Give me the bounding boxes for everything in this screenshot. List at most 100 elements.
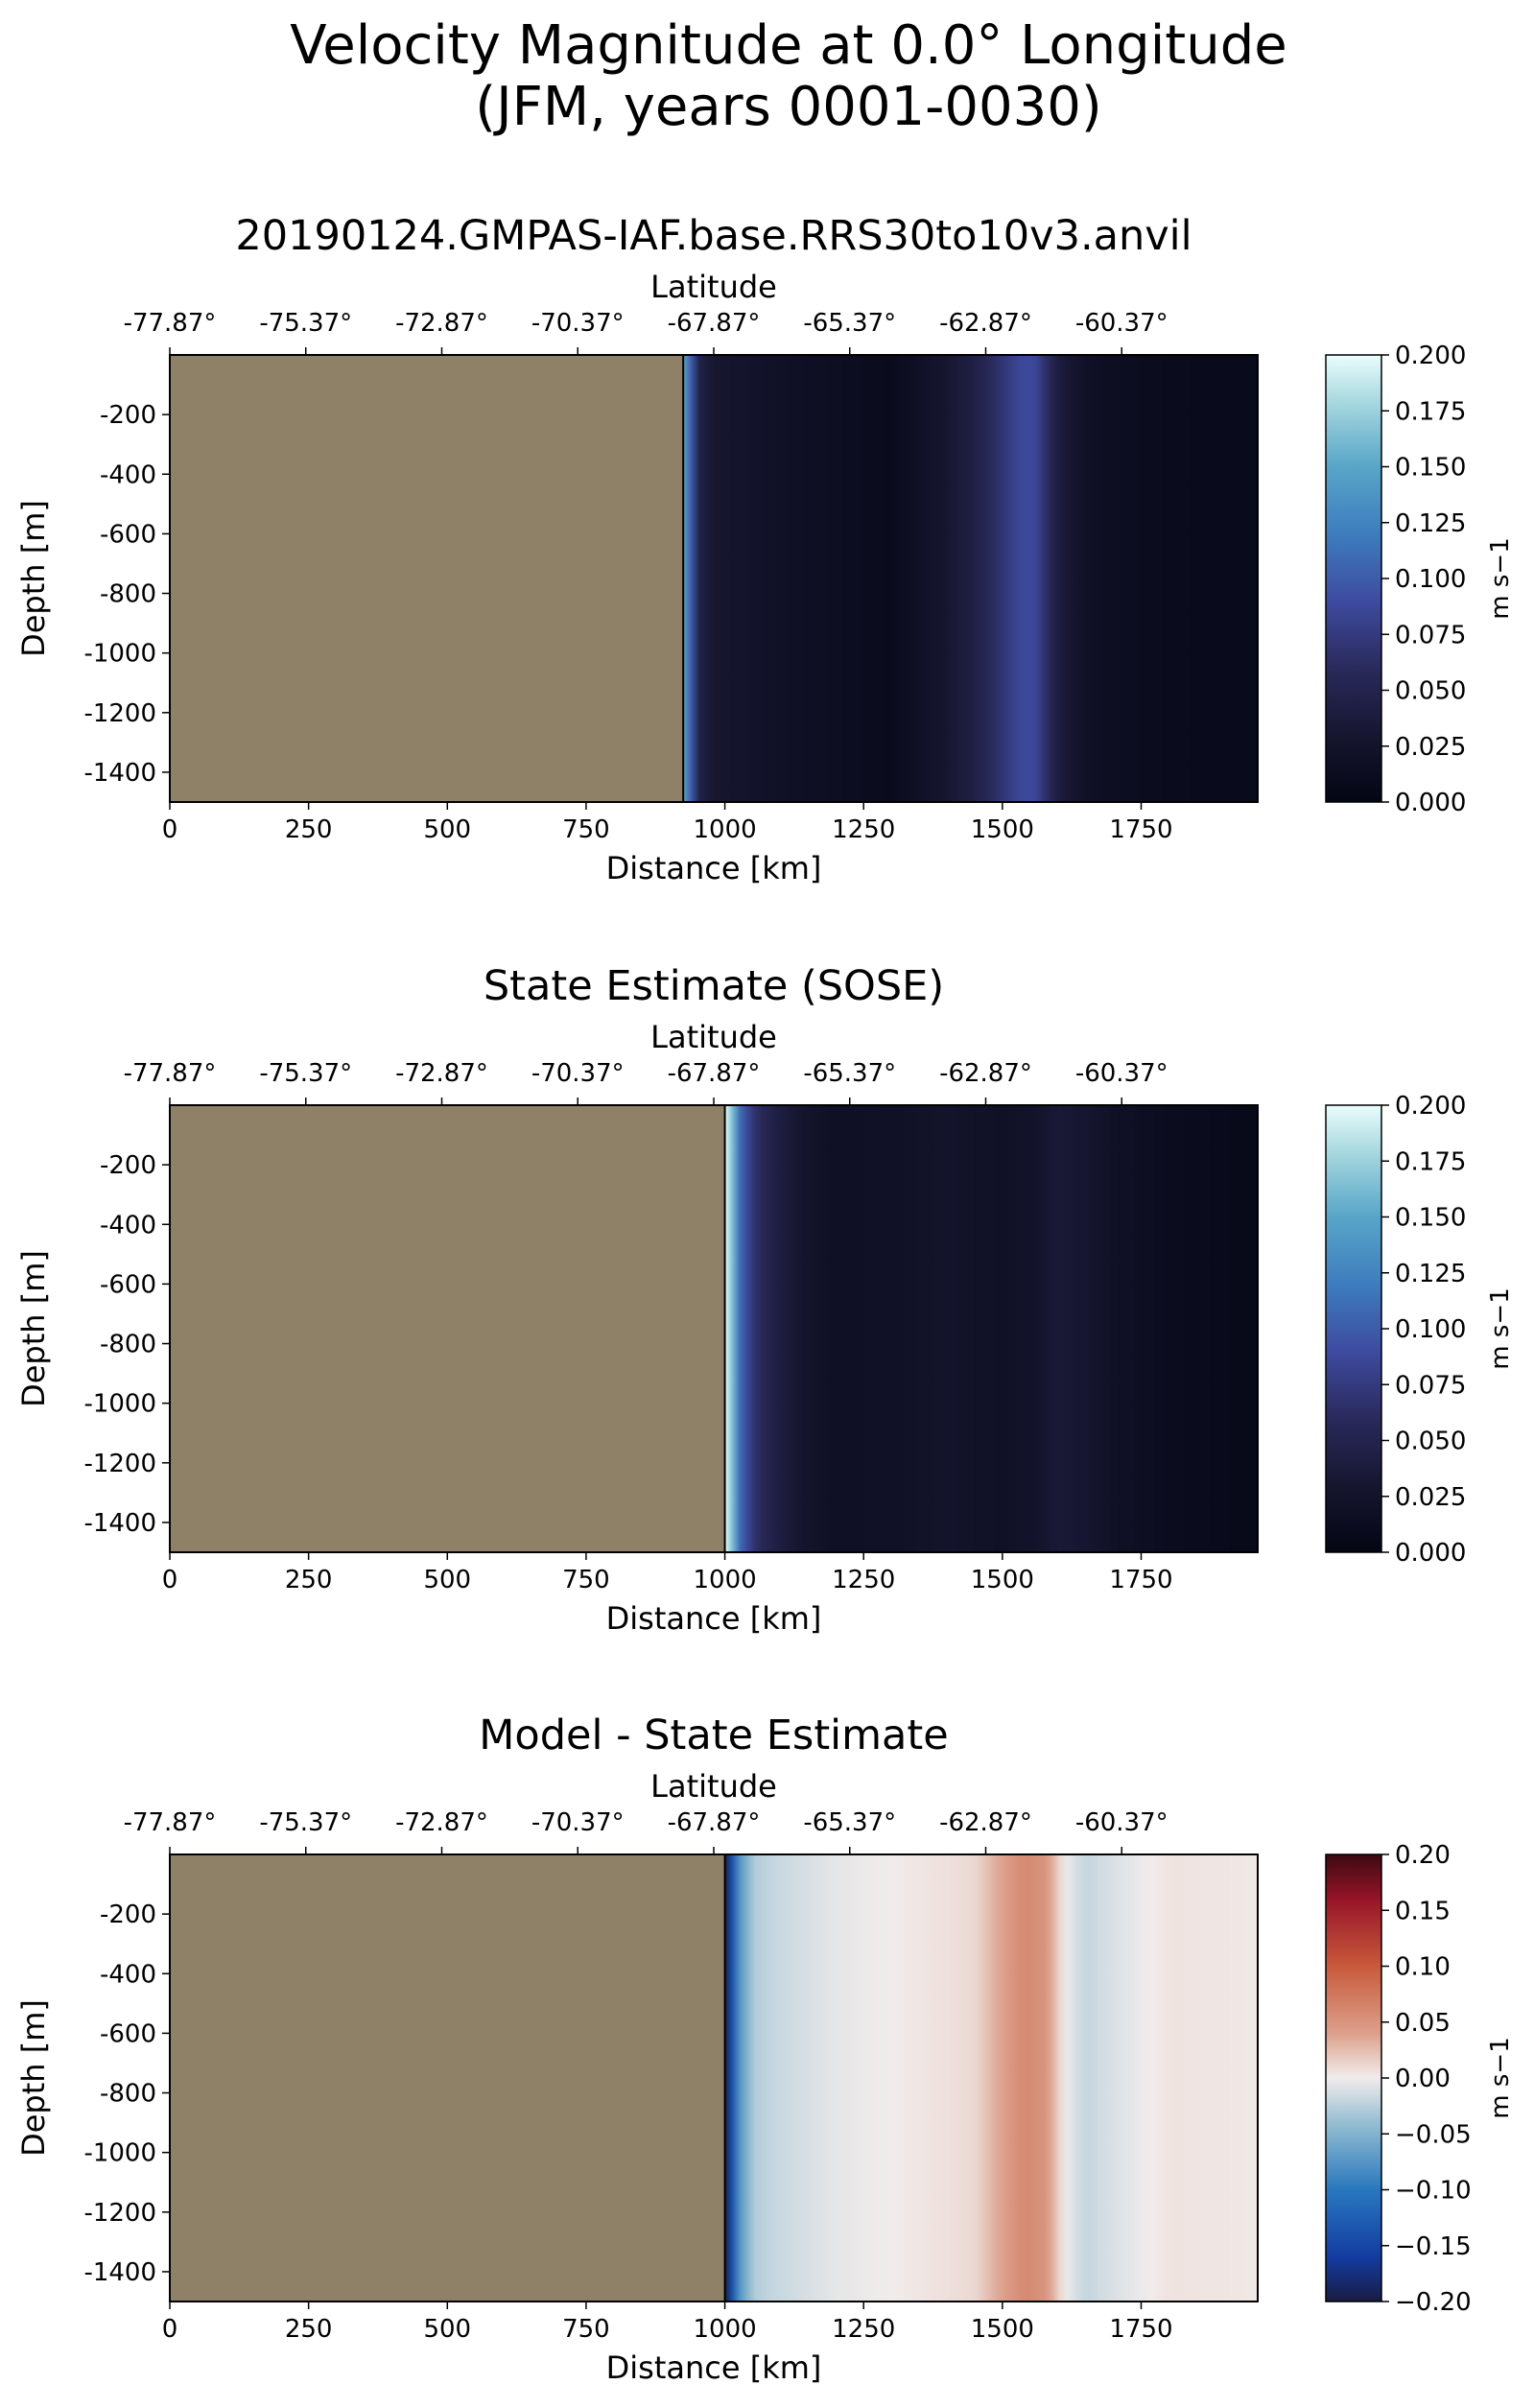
colorbar bbox=[1325, 1104, 1382, 1553]
colorbar-tick-label: 0.150 bbox=[1395, 1204, 1466, 1233]
colorbar-tick-label: −0.05 bbox=[1395, 2120, 1472, 2149]
x-tick-label: 250 bbox=[285, 815, 333, 844]
y-tick-label: -800 bbox=[100, 2080, 156, 2109]
colorbar-tick-label: 0.025 bbox=[1395, 1483, 1466, 1512]
x-tick-label: 0 bbox=[162, 1566, 178, 1594]
y-tick-label: -800 bbox=[100, 580, 156, 609]
colorbar-tick-label: 0.200 bbox=[1395, 1092, 1466, 1121]
y-tick-label: -1200 bbox=[83, 2199, 156, 2228]
colorbar-tick-label: 0.175 bbox=[1395, 1147, 1466, 1176]
latitude-tick-label: -67.87° bbox=[668, 1059, 761, 1088]
latitude-tick-label: -62.87° bbox=[939, 1808, 1032, 1837]
latitude-tick-label: -72.87° bbox=[395, 309, 488, 338]
latitude-tick-label: -77.87° bbox=[124, 309, 217, 338]
x-tick-label: 0 bbox=[162, 815, 178, 844]
latitude-tick-label: -75.37° bbox=[259, 1059, 352, 1088]
y-axis-label: Depth [m] bbox=[15, 500, 52, 657]
panel-title: 20190124.GMPAS-IAF.base.RRS30to10v3.anvi… bbox=[235, 212, 1192, 260]
colorbar-unit-label: m s−1 bbox=[1486, 1287, 1515, 1369]
latitude-tick-label: -70.37° bbox=[531, 1808, 625, 1837]
x-tick-label: 1000 bbox=[693, 2315, 756, 2344]
colorbar-tick-label: 0.125 bbox=[1395, 1260, 1466, 1288]
latitude-tick-label: -75.37° bbox=[259, 309, 352, 338]
x-tick-label: 500 bbox=[423, 815, 471, 844]
colorbar-tick-label: 0.05 bbox=[1395, 2009, 1451, 2038]
colorbar-tick-label: 0.125 bbox=[1395, 509, 1466, 538]
y-tick-label: -1000 bbox=[83, 2139, 156, 2168]
colorbar-tick-label: 0.075 bbox=[1395, 1371, 1466, 1400]
latitude-tick-label: -75.37° bbox=[259, 1808, 352, 1837]
x-tick-label: 750 bbox=[562, 1566, 610, 1594]
x-tick-label: 500 bbox=[423, 1566, 471, 1594]
latitude-tick-label: -72.87° bbox=[395, 1059, 488, 1088]
colorbar-unit-label: m s−1 bbox=[1486, 2037, 1515, 2118]
colorbar-tick-label: −0.10 bbox=[1395, 2177, 1472, 2206]
colorbar-tick-label: 0.075 bbox=[1395, 621, 1466, 649]
colorbar-unit-label: m s−1 bbox=[1486, 537, 1515, 619]
y-tick-label: -600 bbox=[100, 520, 156, 549]
x-tick-label: 750 bbox=[562, 815, 610, 844]
x-tick-label: 1000 bbox=[693, 815, 756, 844]
y-tick-label: -800 bbox=[100, 1331, 156, 1359]
x-tick-label: 250 bbox=[285, 2315, 333, 2344]
colorbar-tick-label: 0.100 bbox=[1395, 1315, 1466, 1344]
colorbar-tick-label: 0.150 bbox=[1395, 454, 1466, 483]
y-tick-label: -1400 bbox=[83, 2258, 156, 2287]
x-tick-label: 1750 bbox=[1109, 1566, 1172, 1594]
panel-model: 20190124.GMPAS-IAF.base.RRS30to10v3.anvi… bbox=[15, 212, 1515, 886]
y-tick-label: -200 bbox=[100, 401, 156, 430]
y-tick-label: -600 bbox=[100, 2019, 156, 2048]
land-mask bbox=[170, 1854, 725, 2302]
latitude-tick-label: -70.37° bbox=[531, 309, 625, 338]
colorbar-tick-label: 0.050 bbox=[1395, 677, 1466, 706]
panel-title: Model - State Estimate bbox=[479, 1712, 948, 1759]
land-mask bbox=[170, 1105, 725, 1552]
latitude-tick-label: -60.37° bbox=[1075, 309, 1168, 338]
latitude-tick-label: -67.87° bbox=[668, 1808, 761, 1837]
x-tick-label: 1250 bbox=[832, 815, 895, 844]
top-axis-label: Latitude bbox=[650, 269, 777, 305]
latitude-tick-label: -70.37° bbox=[531, 1059, 625, 1088]
colorbar-tick-label: 0.15 bbox=[1395, 1897, 1451, 1925]
colorbar-tick-label: 0.025 bbox=[1395, 733, 1466, 762]
y-tick-label: -1400 bbox=[83, 759, 156, 788]
x-axis-label: Distance [km] bbox=[606, 2349, 822, 2386]
x-tick-label: 1500 bbox=[971, 815, 1034, 844]
colorbar-tick-label: 0.100 bbox=[1395, 565, 1466, 594]
x-tick-label: 1000 bbox=[693, 1566, 756, 1594]
x-tick-label: 1750 bbox=[1109, 815, 1172, 844]
x-tick-label: 0 bbox=[162, 2315, 178, 2344]
latitude-tick-label: -65.37° bbox=[803, 1808, 896, 1837]
colorbar-tick-label: 0.050 bbox=[1395, 1428, 1466, 1456]
y-tick-label: -1200 bbox=[83, 1450, 156, 1478]
colorbar bbox=[1325, 354, 1382, 803]
colorbar-tick-label: 0.000 bbox=[1395, 789, 1466, 817]
colorbar-tick-label: −0.15 bbox=[1395, 2232, 1472, 2261]
colorbar-tick-label: 0.175 bbox=[1395, 397, 1466, 426]
y-tick-label: -1200 bbox=[83, 699, 156, 728]
latitude-tick-label: -65.37° bbox=[803, 1059, 896, 1088]
colorbar-tick-label: 0.10 bbox=[1395, 1953, 1451, 1982]
latitude-tick-label: -67.87° bbox=[668, 309, 761, 338]
x-tick-label: 1500 bbox=[971, 2315, 1034, 2344]
latitude-tick-label: -65.37° bbox=[803, 309, 896, 338]
y-tick-label: -1000 bbox=[83, 1390, 156, 1419]
x-axis-label: Distance [km] bbox=[606, 850, 822, 886]
velocity-field bbox=[724, 1105, 1258, 1552]
velocity-field bbox=[683, 355, 1258, 802]
figure-title-line2: (JFM, years 0001-0030) bbox=[475, 76, 1102, 138]
panel-state-estimate: State Estimate (SOSE) 0 250 500 750 1000 1250 1… bbox=[15, 962, 1515, 1637]
y-axis-label: Depth [m] bbox=[15, 1250, 52, 1407]
x-tick-label: 1250 bbox=[832, 2315, 895, 2344]
x-tick-label: 1250 bbox=[832, 1566, 895, 1594]
y-axis-label: Depth [m] bbox=[15, 1999, 52, 2157]
figure-title-line1: Velocity Magnitude at 0.0° Longitude bbox=[290, 14, 1286, 77]
y-tick-label: -200 bbox=[100, 1151, 156, 1180]
colorbar-tick-label: 0.00 bbox=[1395, 2065, 1451, 2093]
latitude-tick-label: -72.87° bbox=[395, 1808, 488, 1837]
y-tick-label: -400 bbox=[100, 460, 156, 489]
colorbar bbox=[1325, 1853, 1382, 2302]
top-axis-label: Latitude bbox=[650, 1019, 777, 1055]
x-tick-label: 250 bbox=[285, 1566, 333, 1594]
